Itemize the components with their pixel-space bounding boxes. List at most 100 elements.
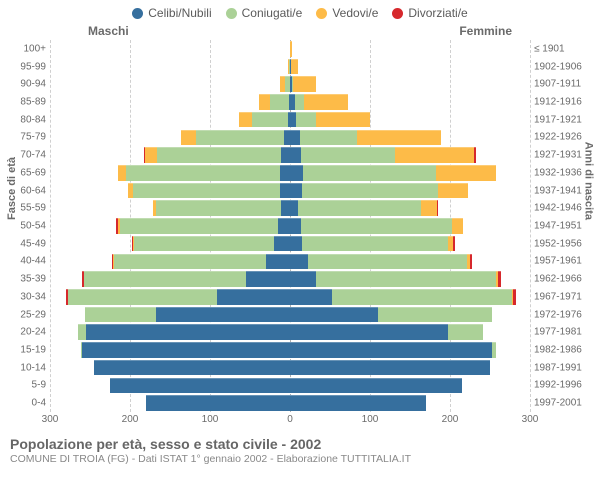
bar-segment: [126, 165, 280, 181]
y-right-tick: 1997-2001: [534, 398, 582, 409]
y-right-tick: 1902-1906: [534, 61, 582, 72]
bar-segment: [217, 289, 290, 305]
bar-segment: [474, 147, 476, 163]
pyramid-row: [50, 112, 530, 128]
male-half: [50, 289, 290, 305]
pyramid-row: [50, 59, 530, 75]
bar-segment: [302, 236, 448, 252]
female-half: [290, 289, 530, 305]
y-left-tick: 45-49: [20, 238, 46, 249]
pyramid-row: [50, 200, 530, 216]
y-left-tick: 50-54: [20, 221, 46, 232]
bar-segment: [357, 130, 441, 146]
female-half: [290, 41, 530, 57]
male-label: Maschi: [88, 24, 129, 38]
male-half: [50, 342, 290, 358]
y-right-tick: 1992-1996: [534, 380, 582, 391]
female-half: [290, 200, 530, 216]
female-half: [290, 360, 530, 376]
bar-segment: [293, 76, 315, 92]
legend-swatch: [226, 8, 237, 19]
y-left-tick: 75-79: [20, 132, 46, 143]
y-left-tick: 35-39: [20, 274, 46, 285]
male-half: [50, 76, 290, 92]
bar-segment: [453, 236, 455, 252]
y-left-tick: 70-74: [20, 150, 46, 161]
bar-segment: [290, 271, 316, 287]
legend-label: Divorziati/e: [408, 6, 467, 20]
bar-segment: [82, 342, 290, 358]
bar-segment: [252, 112, 288, 128]
bar-segment: [290, 254, 308, 270]
pyramid-row: [50, 378, 530, 394]
male-half: [50, 41, 290, 57]
x-tick: 200: [122, 414, 139, 430]
bar-segment: [94, 360, 290, 376]
y-left-tick: 0-4: [32, 398, 46, 409]
pyramid-row: [50, 271, 530, 287]
male-half: [50, 254, 290, 270]
y-left-tick: 30-34: [20, 291, 46, 302]
y-right-tick: 1957-1961: [534, 256, 582, 267]
footer: Popolazione per età, sesso e stato civil…: [8, 436, 592, 465]
bar-segment: [78, 324, 86, 340]
male-half: [50, 130, 290, 146]
male-half: [50, 94, 290, 110]
y-right-tick: 1952-1956: [534, 238, 582, 249]
bar-segment: [145, 147, 157, 163]
male-half: [50, 59, 290, 75]
y-left-tick: 65-69: [20, 167, 46, 178]
bar-segment: [308, 254, 467, 270]
y-axis-right: 1997-20011992-19961987-19911982-19861977…: [530, 40, 592, 430]
pyramid-row: [50, 324, 530, 340]
female-half: [290, 236, 530, 252]
bar-segment: [421, 200, 437, 216]
gender-labels: Maschi Femmine: [8, 24, 592, 38]
bar-segment: [290, 378, 462, 394]
pyramid-row: [50, 289, 530, 305]
male-half: [50, 200, 290, 216]
y-right-tick: ≤ 1901: [534, 43, 565, 54]
y-right-tick: 1982-1986: [534, 345, 582, 356]
pyramid-row: [50, 254, 530, 270]
bar-segment: [157, 147, 281, 163]
bar-segment: [498, 271, 501, 287]
bar-segment: [290, 41, 292, 57]
male-half: [50, 307, 290, 323]
y-left-tick: 25-29: [20, 309, 46, 320]
bar-segment: [301, 147, 395, 163]
bar-segment: [134, 236, 274, 252]
bar-segment: [316, 112, 370, 128]
bar-segment: [280, 165, 290, 181]
bar-segment: [296, 112, 316, 128]
y-left-tick: 55-59: [20, 203, 46, 214]
male-half: [50, 324, 290, 340]
bar-segment: [290, 165, 303, 181]
female-half: [290, 130, 530, 146]
bar-segment: [290, 183, 302, 199]
bar-segment: [513, 289, 516, 305]
legend-swatch: [392, 8, 403, 19]
female-half: [290, 59, 530, 75]
bar-segment: [492, 342, 497, 358]
female-half: [290, 271, 530, 287]
pyramid-row: [50, 165, 530, 181]
bar-segment: [266, 254, 290, 270]
bar-segment: [291, 59, 298, 75]
y-axis-right-title: Anni di nascita: [582, 142, 594, 220]
y-right-tick: 1907-1911: [534, 79, 581, 90]
x-axis: 3002001000100200300: [50, 412, 530, 430]
bar-segment: [85, 307, 155, 323]
pyramid-row: [50, 183, 530, 199]
bar-segment: [281, 147, 290, 163]
bar-segment: [84, 271, 246, 287]
bar-segment: [448, 324, 482, 340]
y-left-tick: 100+: [23, 43, 46, 54]
chart-title: Popolazione per età, sesso e stato civil…: [10, 436, 592, 452]
bar-segment: [156, 307, 290, 323]
female-half: [290, 112, 530, 128]
pyramid-row: [50, 307, 530, 323]
y-left-tick: 10-14: [20, 362, 46, 373]
pyramid-row: [50, 360, 530, 376]
bar-segment: [302, 183, 438, 199]
